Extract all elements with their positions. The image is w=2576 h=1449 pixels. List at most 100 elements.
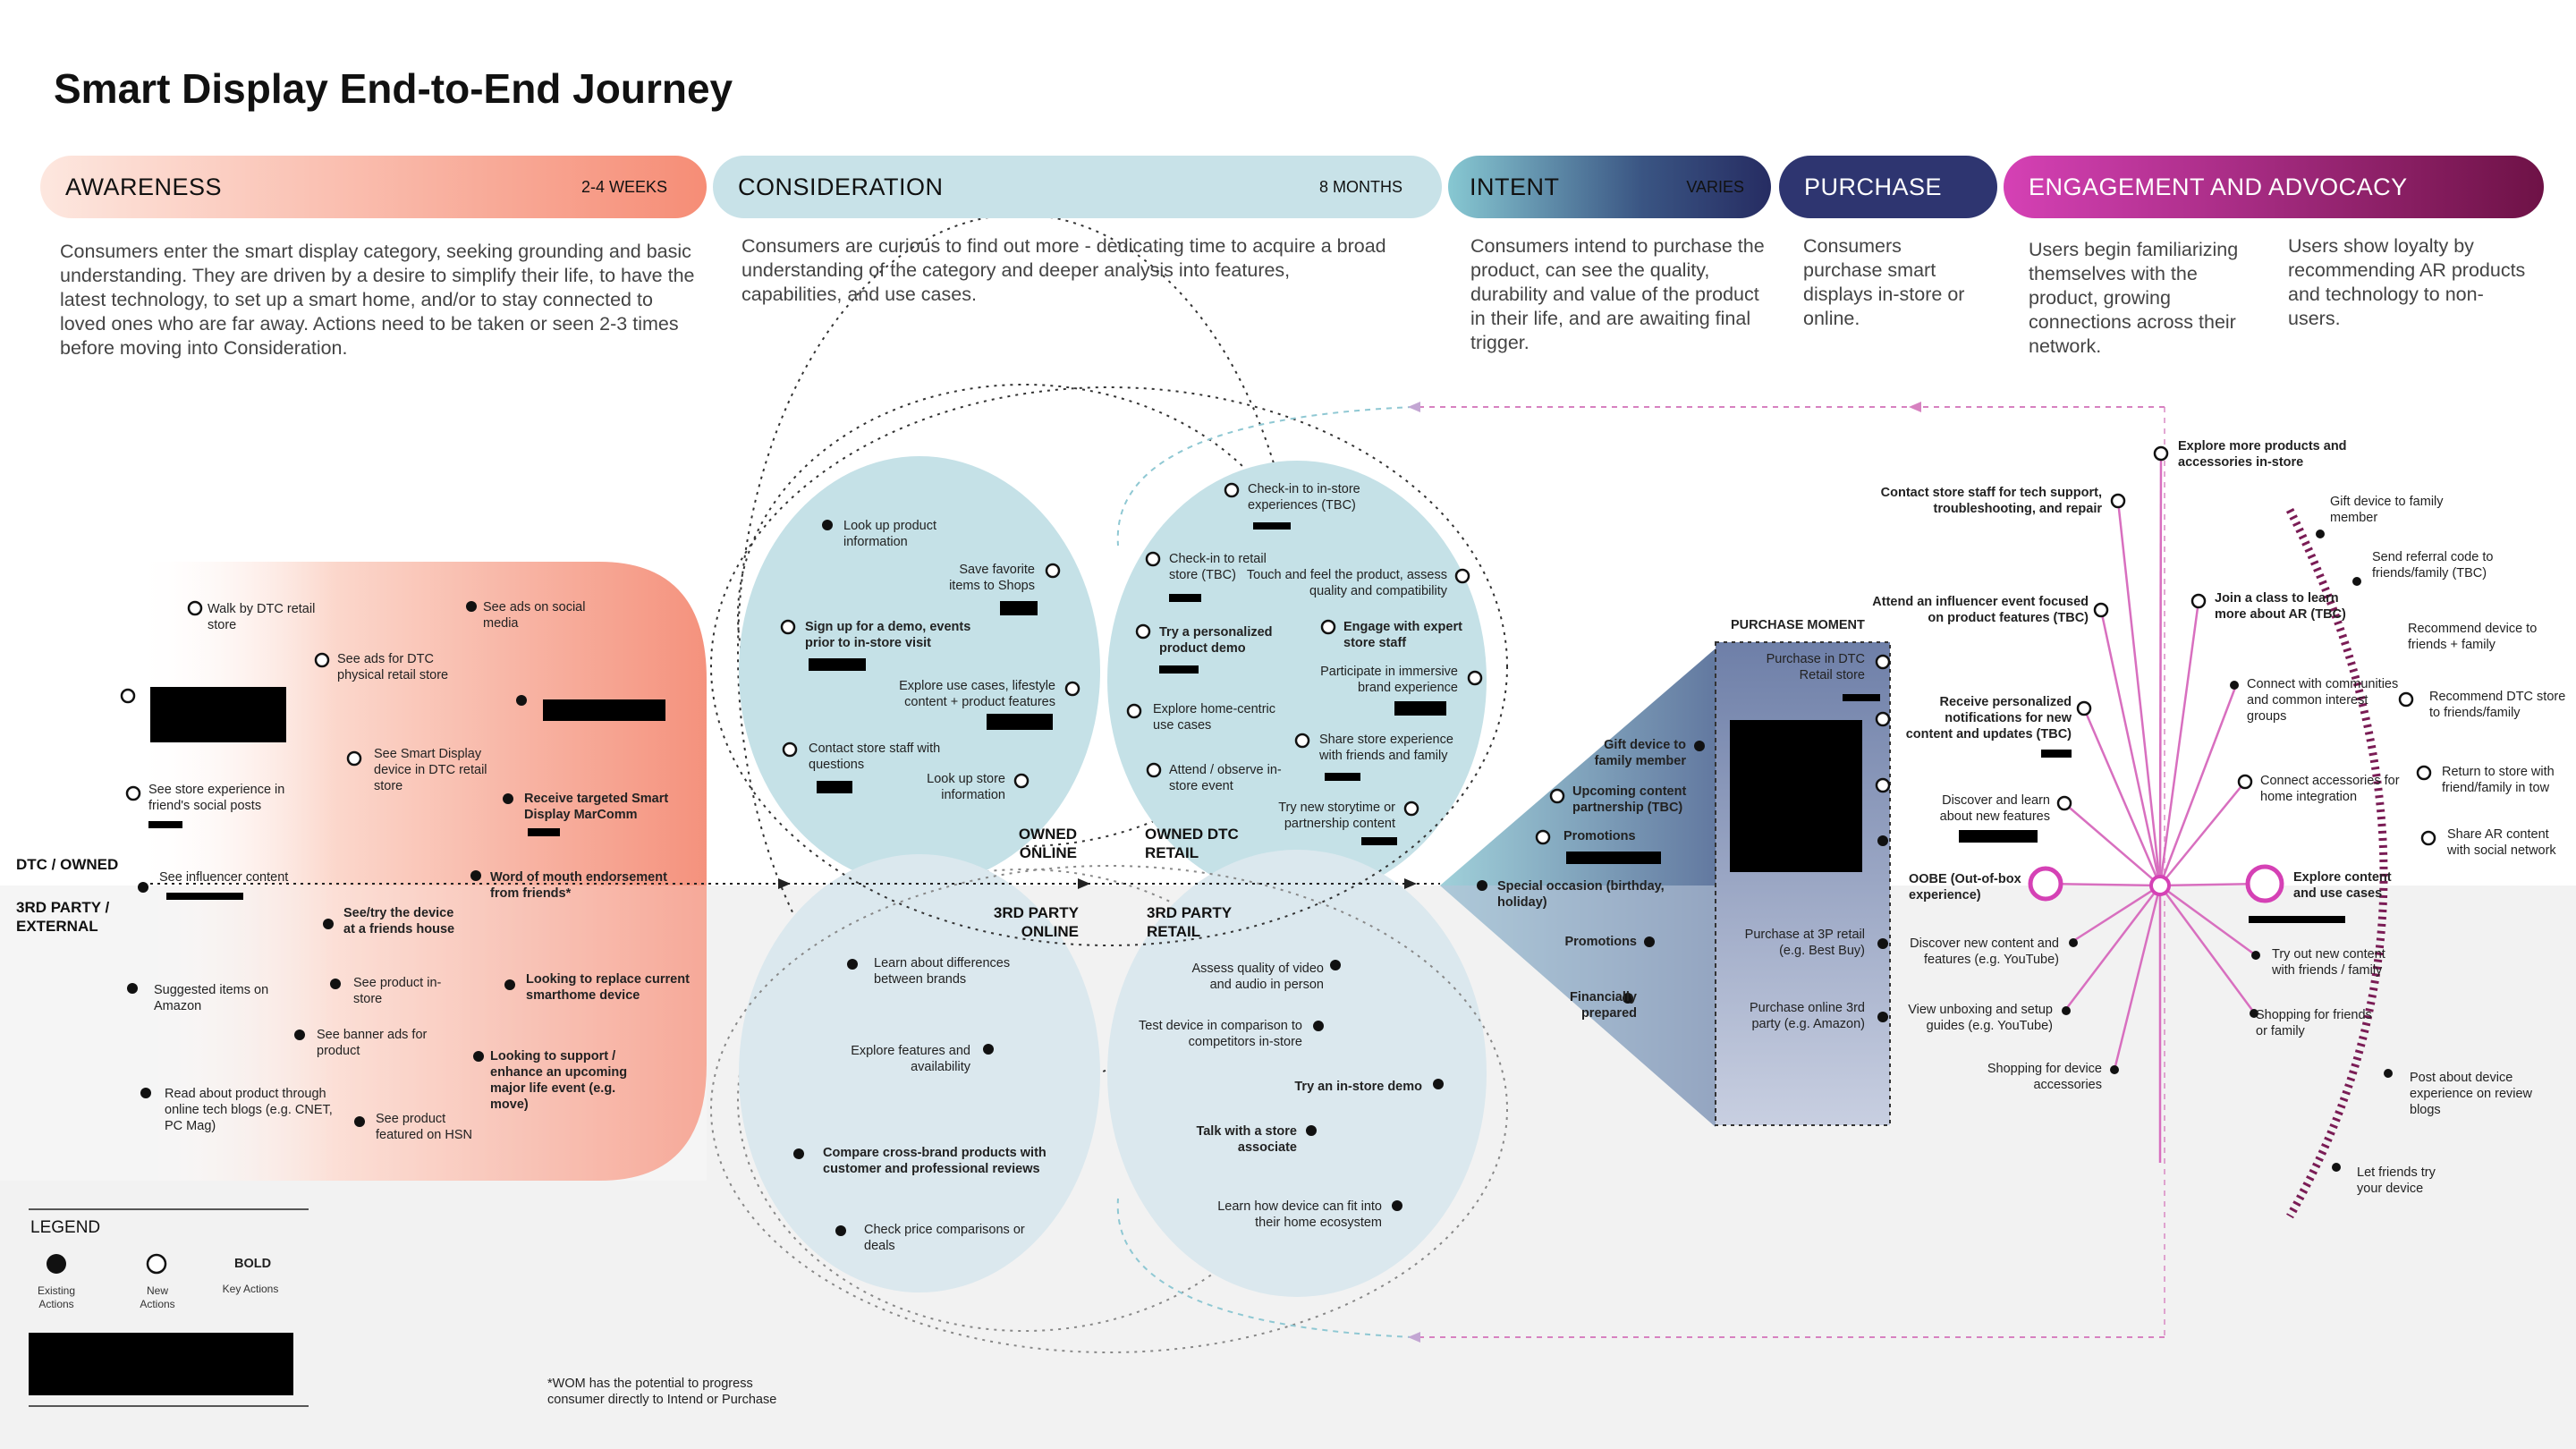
awareness-action: See/try the device at a friends house [343,906,455,936]
awareness-action: Walk by DTC retail store [208,602,316,632]
stage-intent: INTENT VARIES [1448,156,1771,218]
advocacy-action: Gift device to family member [2330,495,2444,525]
awareness-action: Word of mouth endorsement from friends* [490,870,667,901]
awareness-action: See ads for DTC physical retail store [337,652,449,682]
quadrant-owned-retail: OWNED DTC RETAIL [1145,826,1239,861]
awareness-action: See store experience in friend's social … [148,783,285,813]
engagement-action: Connect accessories for home integration [2260,774,2400,804]
engagement-action: View unboxing and setup guides (e.g. You… [1908,1003,2053,1033]
advocacy-action: Return to store with friend/family in to… [2442,765,2555,795]
engagement-description-a: Users begin familiarizing themselves wit… [2029,239,2239,357]
legend-key-label: Key Actions [222,1283,279,1295]
engagement-action: Shopping for friends or family [2256,1008,2372,1038]
intent-action: Promotions [1563,829,1636,843]
advocacy-action: Send referral code to friends/family (TB… [2372,550,2494,580]
third-online-action: Check price comparisons or deals [864,1223,1025,1253]
owned-retail-action: Check-in to in-store experiences (TBC) [1248,482,1360,513]
intent-action: Promotions [1564,935,1637,949]
third-retail-action: Talk with a store associate [1196,1124,1297,1155]
quadrant-owned-online: OWNED ONLINE [1018,826,1077,861]
engagement-action: Explore more products and accessories in… [2178,439,2347,470]
stage-name: CONSIDERATION [738,174,944,200]
advocacy-action: Let friends try your device [2357,1165,2436,1196]
owned-online-action: Sign up for a demo, events prior to in-s… [805,620,971,650]
engagement-action: Shopping for device accessories [1987,1062,2102,1092]
owned-retail-action: Try new storytime or partnership content [1278,801,1395,831]
advocacy-action: Recommend DTC store to friends/family [2429,690,2566,720]
engagement-description-b: Users show loyalty by recommending AR pr… [2288,235,2526,329]
awareness-action: Looking to support / enhance an upcoming… [490,1049,628,1112]
awareness-description: Consumers enter the smart display catego… [60,241,695,359]
legend-title: LEGEND [30,1218,101,1237]
purchase-action: Purchase at 3P retail (e.g. Best Buy) [1744,928,1865,958]
awareness-action: Looking to replace current smarthome dev… [526,972,690,1003]
owned-retail-action: Check-in to retail store (TBC) [1169,552,1267,582]
intent-action: Financially prepared [1570,990,1637,1021]
purchase-action: Purchase in DTC Retail store [1766,652,1865,682]
engagement-action: OOBE (Out-of-box experience) [1909,872,2021,902]
owned-retail-action: Participate in immersive brand experienc… [1320,665,1458,695]
stage-duration: 8 MONTHS [1318,178,1402,196]
purchase-moment-label: PURCHASE MOMENT [1731,618,1865,632]
stage-duration: VARIES [1686,178,1744,196]
engagement-action: Connect with communities and common inte… [2247,677,2399,724]
stage-name: INTENT [1470,174,1560,200]
legend-existing-label: Existing Actions [37,1284,76,1310]
stage-name: PURCHASE [1804,174,1943,200]
owned-online-action: Explore use cases, lifestyle content + p… [899,679,1055,709]
awareness-action: See ads on social media [483,600,586,631]
advocacy-action: Recommend device to friends + family [2408,622,2538,652]
engagement-action: Join a class to learn more about AR (TBC… [2215,591,2346,622]
row-label-third-party: 3RD PARTY / EXTERNAL [16,899,110,935]
owned-online-action: Contact store staff with questions [809,741,941,772]
awareness-action: Receive targeted Smart Display MarComm [524,792,669,822]
owned-retail-action: Engage with expert store staff [1343,620,1462,650]
intent-action: Special occasion (birthday, holiday) [1497,879,1665,910]
awareness-action: See product featured on HSN [376,1112,473,1142]
third-online-action: Compare cross-brand products with custom… [823,1146,1046,1176]
page-title: Smart Display End-to-End Journey [54,65,733,112]
purchase-description: Consumers purchase smart displays in-sto… [1803,235,1965,329]
owned-retail-action: Touch and feel the product, assess quali… [1246,568,1447,598]
third-retail-action: Assess quality of video and audio in per… [1191,962,1325,992]
owned-retail-action: Try a personalized product demo [1159,625,1273,656]
engagement-action: Discover and learn about new features [1939,793,2050,824]
consideration-description: Consumers are curious to find out more -… [741,235,1386,305]
stage-awareness: AWARENESS 2-4 WEEKS [40,156,707,218]
footnote: *WOM has the potential to progress consu… [547,1377,777,1407]
engagement-action: Contact store staff for tech support, tr… [1880,486,2102,516]
awareness-action: Suggested items on Amazon [154,983,269,1013]
awareness-action: See Smart Display device in DTC retail s… [374,747,487,793]
advocacy-action: Share AR content with social network [2447,827,2556,858]
purchase-action: Purchase online 3rd party (e.g. Amazon) [1750,1001,1865,1031]
engagement-action: Try out new content with friends / famil… [2272,947,2385,978]
owned-retail-action: Attend / observe in-store event [1169,763,1282,793]
intent-action: Upcoming content partnership (TBC) [1572,784,1687,815]
third-retail-action: Test device in comparison to competitors… [1139,1019,1302,1049]
stage-name: ENGAGEMENT AND ADVOCACY [2029,174,2408,200]
stage-name: AWARENESS [65,174,223,200]
owned-retail-action: Explore home-centric use cases [1153,702,1275,733]
engagement-action: Receive personalized notifications for n… [1905,695,2072,741]
stage-engagement: ENGAGEMENT AND ADVOCACY [2004,156,2544,218]
owned-retail-action: Share store experience with friends and … [1319,733,1453,763]
stage-purchase: PURCHASE [1779,156,1997,218]
legend-bold-label: BOLD [234,1257,272,1271]
owned-online-action: Save favorite items to Shops [949,563,1035,593]
awareness-action: See product in-store [353,976,442,1006]
engagement-action: Discover new content and features (e.g. … [1910,936,2059,967]
awareness-action: Read about product through online tech b… [165,1087,333,1133]
row-label-dtc: DTC / OWNED [16,856,119,873]
third-retail-action: Try an in-store demo [1294,1080,1422,1094]
quadrant-third-online: 3RD PARTY ONLINE [993,904,1079,940]
advocacy-action: Post about device experience on review b… [2410,1071,2533,1117]
stage-consideration: CONSIDERATION 8 MONTHS [713,156,1442,218]
third-online-action: Learn about differences between brands [874,956,1011,987]
intent-action: Gift device to family member [1594,738,1686,768]
owned-online-action: Look up product information [843,519,936,549]
stage-duration: 2-4 WEEKS [580,178,667,196]
engagement-action: Attend an influencer event focused on pr… [1872,595,2089,625]
awareness-action: See influencer content [159,870,289,885]
engagement-action: Explore content and use cases [2293,870,2392,901]
